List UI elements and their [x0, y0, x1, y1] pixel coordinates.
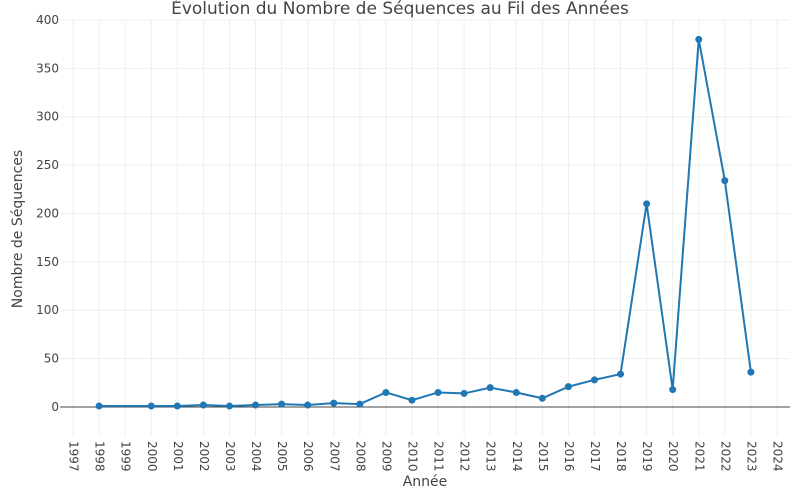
- x-tick-label: 1997: [67, 441, 81, 472]
- data-point[interactable]: [95, 402, 103, 410]
- series-line: [99, 39, 752, 408]
- y-tick-label: 0: [51, 400, 59, 414]
- data-point[interactable]: [564, 383, 572, 391]
- x-tick-label: 2002: [197, 441, 211, 472]
- x-tick-label: 2005: [275, 441, 289, 472]
- data-point[interactable]: [304, 401, 312, 409]
- data-point[interactable]: [199, 401, 207, 409]
- data-point[interactable]: [278, 400, 286, 408]
- grid: [60, 19, 790, 436]
- data-point[interactable]: [408, 396, 416, 404]
- data-point[interactable]: [460, 389, 468, 397]
- x-tick-label: 2003: [223, 441, 237, 472]
- x-tick-label: 2021: [692, 441, 706, 472]
- x-tick-label: 2022: [718, 441, 732, 472]
- data-point[interactable]: [669, 386, 677, 394]
- x-axis-title: Année: [403, 474, 448, 490]
- x-tick-label: 2014: [510, 441, 524, 472]
- data-point[interactable]: [643, 200, 651, 208]
- x-tick-label: 2016: [562, 441, 576, 472]
- data-point[interactable]: [512, 388, 520, 396]
- x-tick-label: 2004: [249, 441, 263, 472]
- y-tick-label: 350: [36, 61, 59, 75]
- series: [95, 35, 755, 410]
- x-tick-label: 2008: [353, 441, 367, 472]
- x-tick-label: 2010: [405, 441, 419, 472]
- data-point[interactable]: [721, 177, 729, 185]
- data-point[interactable]: [434, 388, 442, 396]
- x-tick-label: 2015: [536, 441, 550, 472]
- x-tick-label: 2001: [171, 441, 185, 472]
- x-tick-label: 2020: [666, 441, 680, 472]
- data-point[interactable]: [382, 388, 390, 396]
- x-tick-label: 2023: [744, 441, 758, 472]
- data-point[interactable]: [747, 368, 755, 376]
- x-tick-label: 2007: [327, 441, 341, 472]
- y-tick-label: 100: [36, 303, 59, 317]
- data-point[interactable]: [173, 402, 181, 410]
- y-tick-label: 200: [36, 206, 59, 220]
- data-point[interactable]: [147, 402, 155, 410]
- data-point[interactable]: [252, 401, 260, 409]
- x-tick-label: 2013: [484, 441, 498, 472]
- x-tick-label: 2009: [379, 441, 393, 472]
- axes: 1997 1998 1999 2000 2001 2002 2003 2004 2005 2006…: [36, 13, 784, 472]
- data-point[interactable]: [486, 384, 494, 392]
- data-point[interactable]: [356, 400, 364, 408]
- y-axis-title: Nombre de Séquences: [10, 150, 26, 308]
- y-tick-label: 400: [36, 13, 59, 27]
- x-tick-label: 2006: [301, 441, 315, 472]
- x-tick-label: 2018: [614, 441, 628, 472]
- x-tick-label: 2019: [640, 441, 654, 472]
- x-tick-label: 2024: [770, 441, 784, 472]
- data-point[interactable]: [538, 394, 546, 402]
- data-point[interactable]: [695, 35, 703, 43]
- data-point[interactable]: [590, 376, 598, 384]
- y-tick-label: 250: [36, 158, 59, 172]
- x-tick-label: 1999: [119, 441, 133, 472]
- data-point[interactable]: [330, 399, 338, 407]
- y-tick-label: 150: [36, 255, 59, 269]
- data-point[interactable]: [225, 402, 233, 410]
- x-tick-label: 2000: [145, 441, 159, 472]
- y-tick-label: 50: [44, 352, 59, 366]
- chart-title: Évolution du Nombre de Séquences au Fil …: [171, 0, 629, 19]
- x-tick-label: 2012: [458, 441, 472, 472]
- y-tick-label: 300: [36, 110, 59, 124]
- x-tick-label: 2017: [588, 441, 602, 472]
- x-tick-label: 2011: [432, 441, 446, 472]
- data-point[interactable]: [617, 370, 625, 378]
- x-tick-label: 1998: [93, 441, 107, 472]
